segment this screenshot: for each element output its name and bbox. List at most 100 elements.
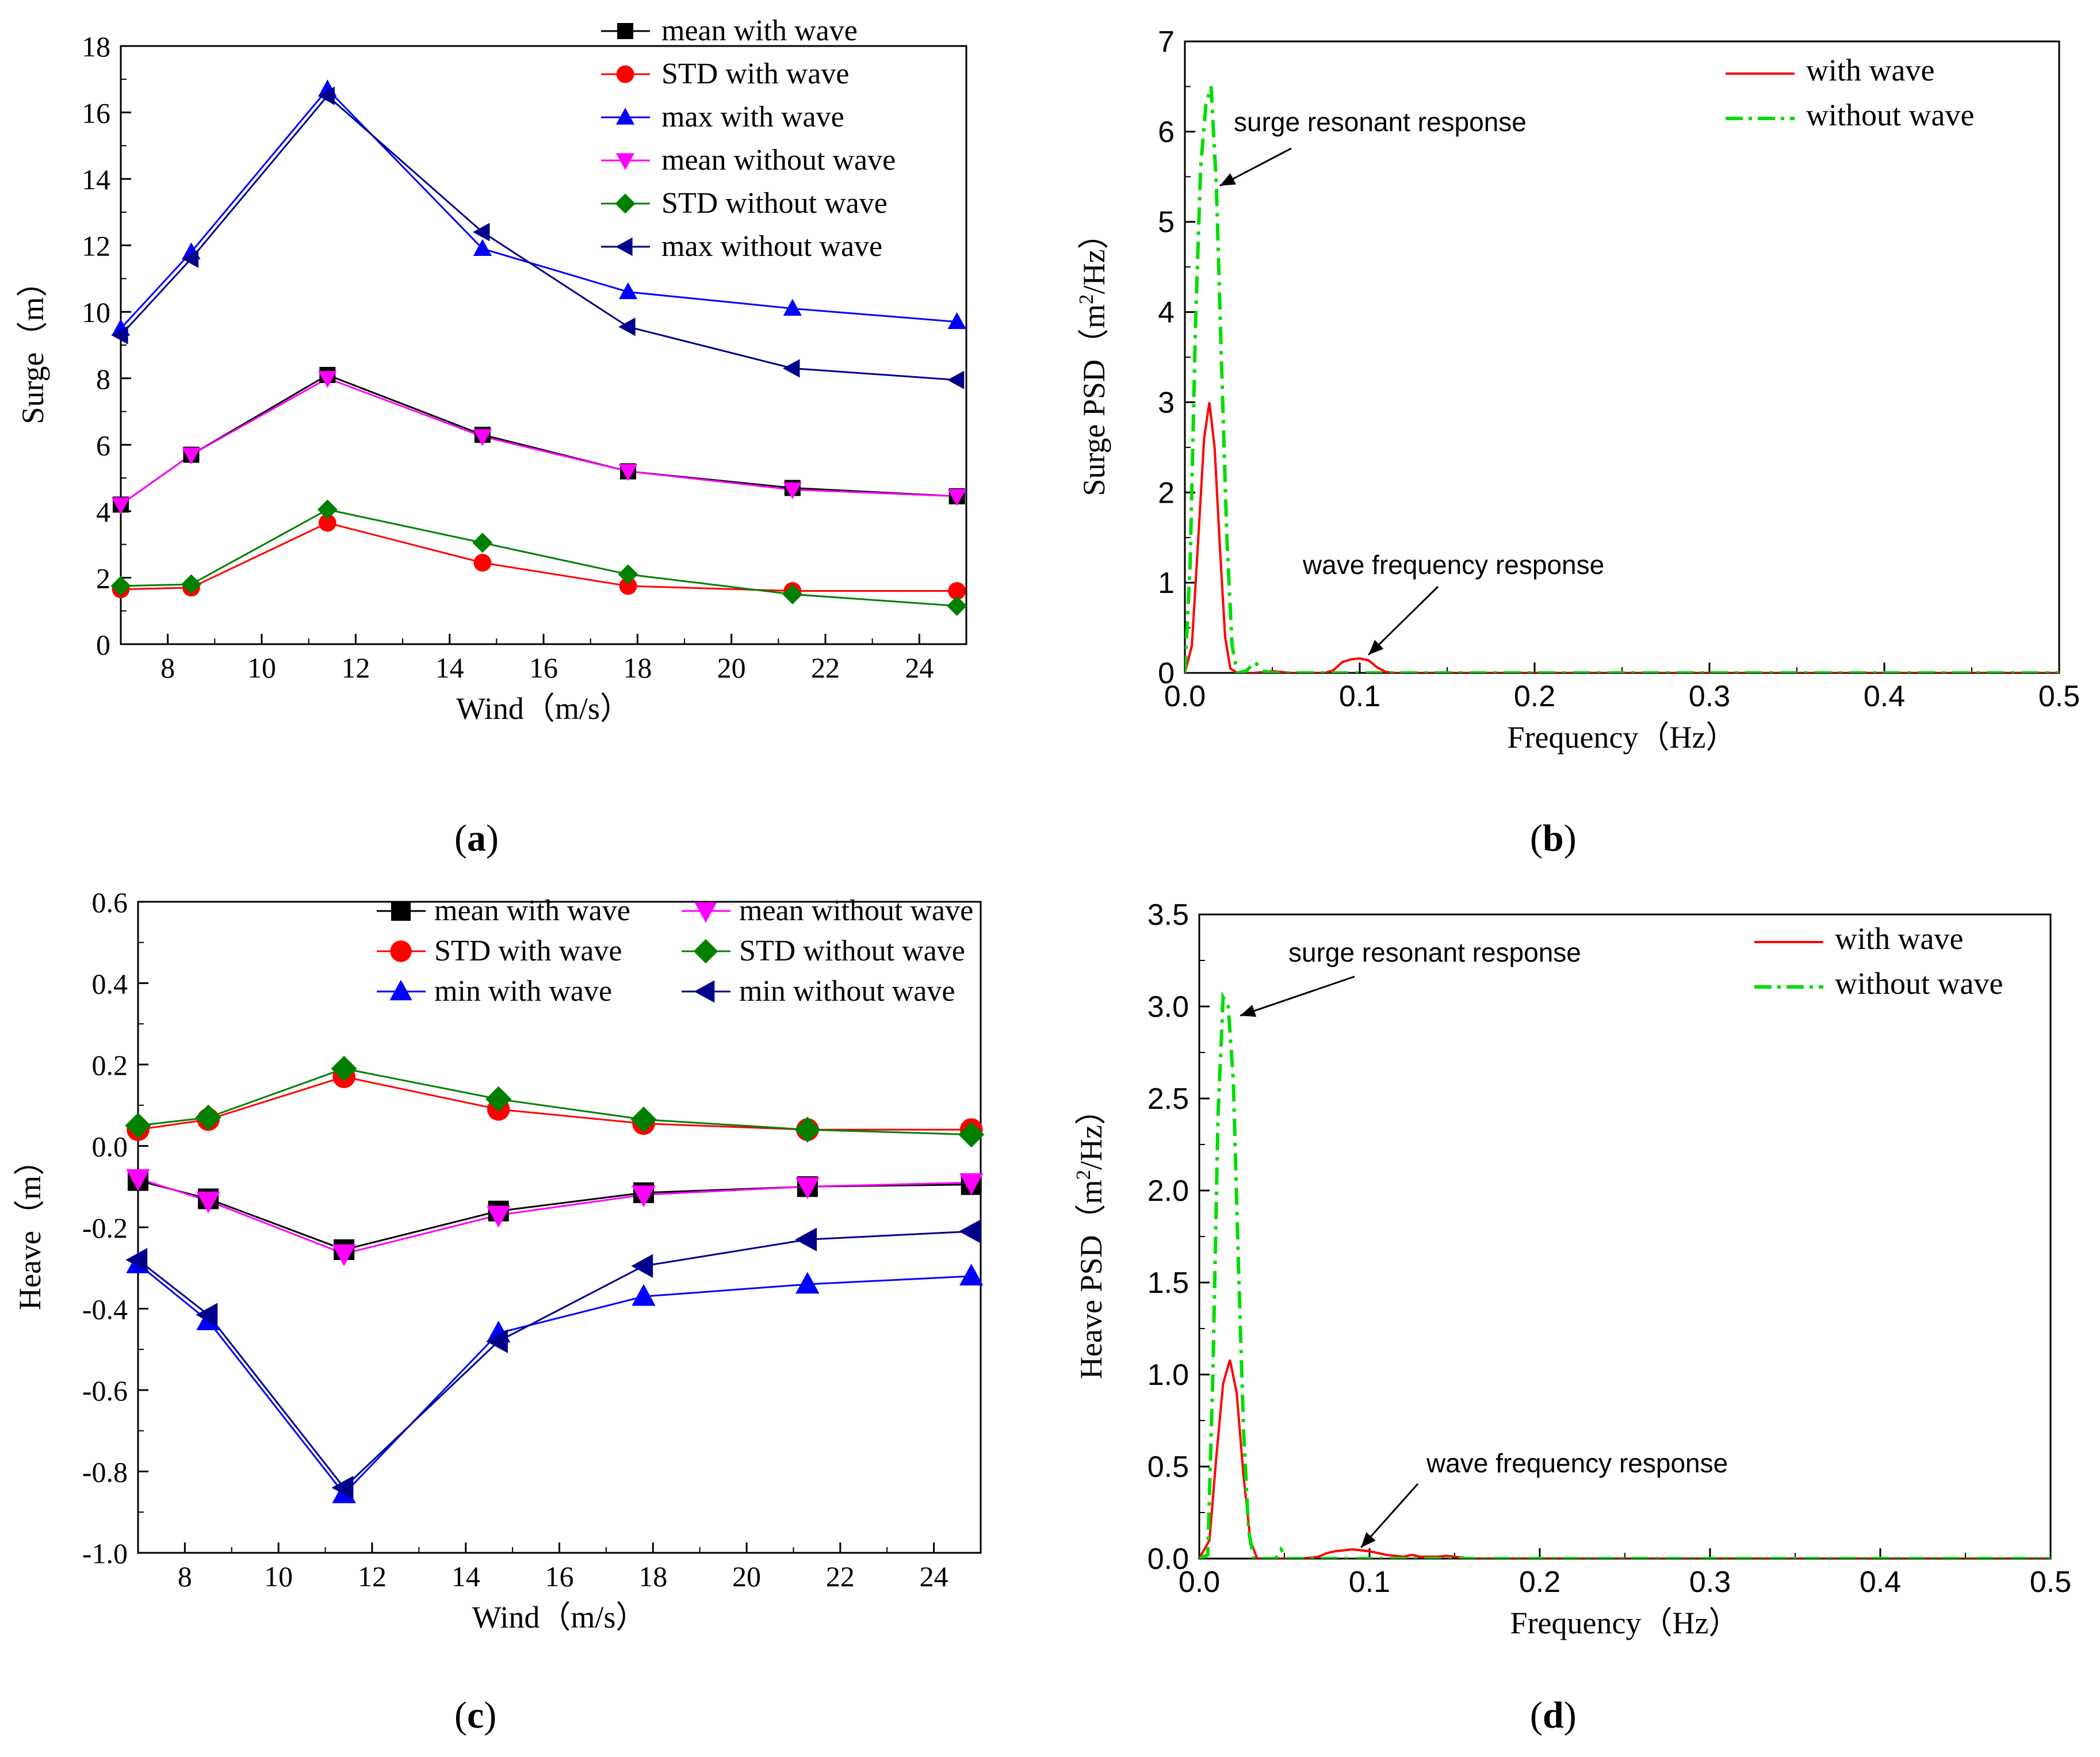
x-tick-label: 24 <box>905 652 934 684</box>
series-line-mean-without-wave <box>138 1177 971 1255</box>
data-point <box>473 554 492 572</box>
data-point <box>947 489 966 506</box>
series-line-mean-with-wave <box>138 1180 971 1251</box>
y-tick-label: 6 <box>1158 116 1175 149</box>
x-tick-label: 0.2 <box>1519 1565 1560 1599</box>
data-point <box>958 1121 985 1148</box>
x-tick-label: 12 <box>341 652 370 684</box>
data-point <box>331 1476 354 1500</box>
series-min-without-wave <box>138 1230 971 1490</box>
x-axis-label: Wind（m/s） <box>456 691 631 726</box>
series-mean-with-wave <box>138 1180 971 1251</box>
x-tick-label: 0.1 <box>1349 1565 1390 1599</box>
data-point <box>631 1254 653 1278</box>
data-point <box>473 239 492 257</box>
x-tick-label: 18 <box>638 1560 667 1593</box>
legend: with wave without wave <box>1754 921 2003 1001</box>
y-tick-label: 0.2 <box>92 1049 128 1081</box>
y-tick-label: 12 <box>82 230 110 262</box>
x-tick-label: 24 <box>920 1560 948 1593</box>
data-point <box>318 371 337 388</box>
series-std-with-wave <box>121 522 957 592</box>
y-tick-label: 2.0 <box>1147 1174 1189 1208</box>
x-tick-label: 0.5 <box>2038 680 2080 713</box>
legend: with wave without wave <box>1726 53 1974 132</box>
y-tick-label: 2.5 <box>1147 1082 1189 1116</box>
data-point <box>486 1329 508 1353</box>
y-tick-label: 3.0 <box>1147 990 1189 1024</box>
data-point <box>783 359 800 378</box>
data-point <box>317 499 338 520</box>
legend-label-with-wave: with wave <box>1806 53 1934 87</box>
x-tick-label: 0.3 <box>1689 680 1730 713</box>
x-tick-label: 0.0 <box>1164 680 1206 713</box>
y-tick-label: -0.4 <box>82 1293 128 1326</box>
data-point <box>630 1107 657 1133</box>
data-point <box>948 582 966 600</box>
x-tick-label: 14 <box>452 1560 480 1593</box>
annotation-text: wave frequency response <box>1302 550 1604 580</box>
data-point <box>632 1185 656 1207</box>
chart-surge-psd: 0.0 0.1 0.2 0.3 0.4 0.5 0 1 2 3 4 5 6 7 Frequency（Hz） S… <box>1075 25 2080 755</box>
annotation-1: wave frequency response <box>1360 1448 1728 1548</box>
y-tick-label: 0.4 <box>92 968 128 1000</box>
data-point <box>632 1284 656 1306</box>
markers-min-with-wave <box>126 1251 984 1503</box>
legend-label-mean-with-wave: mean with wave <box>661 14 858 47</box>
y-axis-label: Heave PSD（m2/Hz） <box>1072 1094 1108 1379</box>
legend-label-std-with-wave: STD with wave <box>661 58 849 90</box>
series-line-with-wave <box>1199 1359 2051 1559</box>
legend-label-std-without-wave: STD without wave <box>661 187 888 220</box>
y-tick-label: 1.5 <box>1147 1266 1189 1300</box>
panel-label-b: (b) <box>1530 817 1577 859</box>
y-tick-label: 7 <box>1158 25 1175 59</box>
y-tick-label: 3.5 <box>1147 898 1189 932</box>
legend-label-min-with-wave: min with wave <box>434 975 612 1008</box>
panel-label-c: (c) <box>454 1694 497 1736</box>
legend-marker <box>615 108 635 125</box>
legend-marker <box>617 23 633 39</box>
series-min-with-wave <box>138 1263 971 1495</box>
data-point <box>182 447 201 465</box>
y-tick-label: -0.2 <box>82 1212 128 1244</box>
legend-label-mean-without-wave: mean without wave <box>661 144 896 177</box>
y-tick-label: 2 <box>96 562 110 594</box>
x-tick-label: 16 <box>545 1560 574 1593</box>
x-tick-label: 8 <box>178 1560 192 1593</box>
legend-label-mean-without-wave: mean without wave <box>739 894 973 927</box>
legend-marker <box>391 901 411 921</box>
legend-label-without-wave: without wave <box>1835 966 2003 1001</box>
series-mean-with-wave <box>121 374 957 506</box>
legend-label-std-without-wave: STD without wave <box>739 935 965 967</box>
annotation-arrowhead <box>1219 173 1236 186</box>
data-point <box>783 482 802 500</box>
y-tick-label: 0 <box>1158 657 1175 690</box>
chart-heave-vs-wind: 8 10 12 14 16 18 20 22 24 -1.0 -0.8 -0.6 -0.4 -0.2 0.0… <box>13 886 985 1634</box>
x-tick-label: 0.5 <box>2030 1565 2071 1599</box>
data-point <box>485 1086 512 1112</box>
markers-min-without-wave <box>125 1219 981 1500</box>
y-axis-label: Surge（m） <box>16 266 50 424</box>
data-point <box>795 1177 820 1199</box>
data-point <box>473 429 492 446</box>
data-point <box>126 1169 150 1191</box>
series-mean-without-wave <box>138 1177 971 1255</box>
markers-max-with-wave <box>111 79 966 336</box>
legend-marker <box>615 153 635 170</box>
data-point <box>196 1191 220 1214</box>
y-tick-label: 4 <box>96 496 110 528</box>
y-axis-label: Heave（m） <box>13 1144 47 1310</box>
y-tick-label: 16 <box>82 97 110 129</box>
y-tick-label: 5 <box>1158 206 1175 239</box>
data-point <box>472 533 493 553</box>
data-point <box>959 1219 981 1243</box>
y-tick-label: 0 <box>96 629 110 661</box>
annotation-1: wave frequency response <box>1302 550 1604 656</box>
data-point <box>947 370 965 389</box>
y-tick-label: 1.0 <box>1147 1358 1189 1392</box>
data-point <box>947 312 966 330</box>
annotation-text: surge resonant response <box>1288 937 1581 967</box>
y-tick-label: 0.0 <box>92 1131 128 1163</box>
markers-std-without-wave <box>110 499 967 617</box>
data-point <box>795 1227 817 1251</box>
